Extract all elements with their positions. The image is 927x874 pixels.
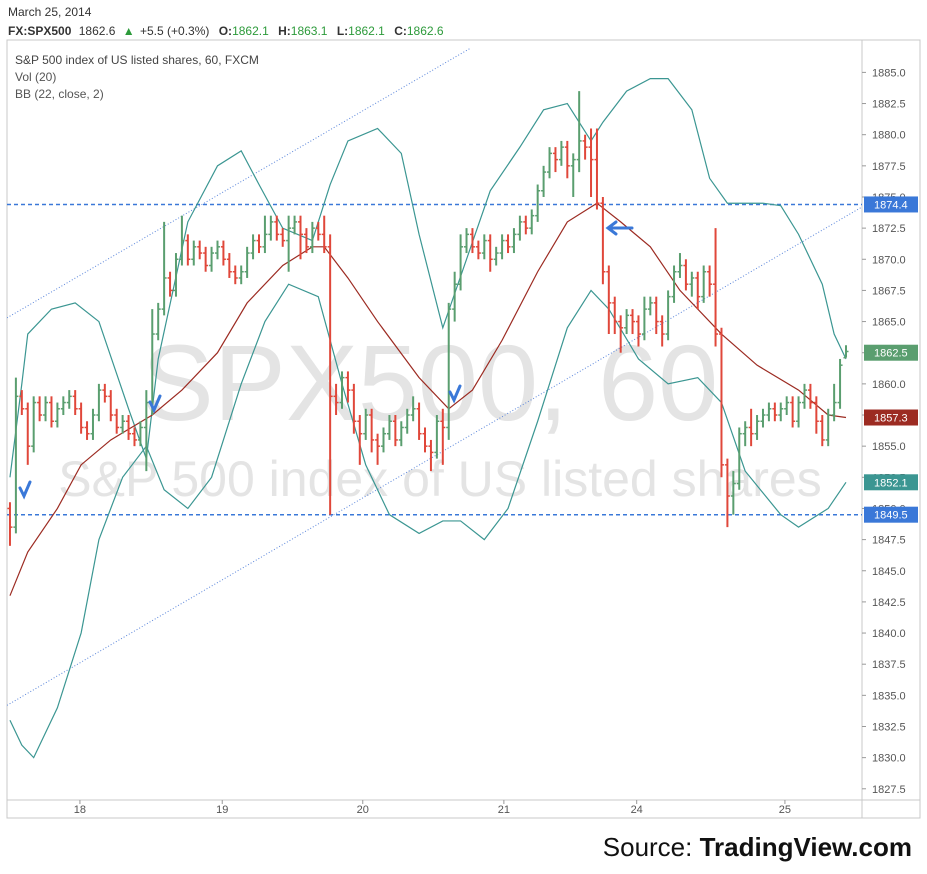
frame [6, 39, 921, 819]
series-title: S&P 500 index of US listed shares, 60, F… [15, 53, 259, 67]
last-close: 1862.6 [79, 24, 116, 38]
quote-line: FX:SPX500 1862.6 ▲ +5.5 (+0.3%) O:1862.1… [8, 24, 444, 38]
signal-icons [18, 220, 634, 500]
x-tick-label: 25 [779, 804, 791, 816]
band-line [9, 283, 847, 759]
price-label-bg [864, 196, 918, 213]
price-label: 1852.1 [874, 477, 908, 489]
y-tick-label: 1840.0 [872, 628, 906, 640]
change: +5.5 (+0.3%) [140, 24, 209, 38]
price-label: 1862.5 [874, 348, 908, 360]
x-tick-label: 24 [631, 804, 643, 816]
price-label: 1849.5 [874, 510, 908, 522]
y-tick-label: 1845.0 [872, 566, 906, 578]
y-tick-label: 1870.0 [872, 254, 906, 266]
low-label: L: [337, 24, 348, 38]
y-tick-label: 1832.5 [872, 721, 906, 733]
arrow-icon [605, 220, 634, 236]
x-tick-label: 20 [357, 804, 369, 816]
indicator: BB (22, close, 2) [15, 87, 104, 101]
y-tick-label: 1842.5 [872, 597, 906, 609]
source-label: Source: [603, 832, 700, 862]
check-icon [148, 394, 162, 414]
watermark-sub: S&P 500 index of US listed shares [58, 451, 821, 507]
y-tick-label: 1872.5 [872, 223, 906, 235]
trend-line [7, 48, 470, 319]
band-line [9, 202, 847, 596]
low-value: 1862.1 [348, 24, 385, 38]
price-label: 1874.4 [874, 199, 908, 211]
y-tick-label: 1882.5 [872, 99, 906, 111]
y-tick-label: 1835.0 [872, 690, 906, 702]
y-tick-label: 1880.0 [872, 130, 906, 142]
x-tick-label: 21 [498, 804, 510, 816]
check-icon [18, 480, 32, 500]
high-value: 1863.1 [291, 24, 328, 38]
symbol: FX:SPX500 [8, 24, 72, 38]
price-label-bg [864, 344, 918, 361]
x-tick-label: 18 [74, 804, 86, 816]
high-label: H: [278, 24, 291, 38]
price-label-bg [864, 506, 918, 523]
open-label: O: [219, 24, 232, 38]
check-icon [448, 384, 462, 404]
axis-area: 1827.5 1830.0 1832.5 1835.0 1837.5 1840.0 1842… [74, 67, 918, 816]
indicator: Vol (20) [15, 70, 56, 84]
price-label: 1857.3 [874, 413, 908, 425]
up-icon: ▲ [123, 24, 135, 38]
close-label: C: [394, 24, 407, 38]
y-tick-label: 1847.5 [872, 535, 906, 547]
y-tick-label: 1867.5 [872, 285, 906, 297]
y-tick-label: 1855.0 [872, 441, 906, 453]
plot-area [7, 48, 862, 759]
band-line [9, 78, 847, 478]
price-label-bg [864, 474, 918, 491]
y-tick-label: 1837.5 [872, 659, 906, 671]
y-tick-label: 1830.0 [872, 753, 906, 765]
date: March 25, 2014 [8, 5, 92, 19]
price-label-bg [864, 409, 918, 426]
y-tick-label: 1860.0 [872, 379, 906, 391]
y-tick-label: 1877.5 [872, 161, 906, 173]
y-tick-label: 1827.5 [872, 784, 906, 796]
open-value: 1862.1 [232, 24, 269, 38]
y-tick-label: 1885.0 [872, 67, 906, 79]
source: Source: TradingView.com [603, 832, 912, 862]
watermark: SPX500, 60 [142, 322, 718, 443]
y-tick-label: 1865.0 [872, 317, 906, 329]
x-tick-label: 19 [216, 804, 228, 816]
source-name: TradingView.com [700, 832, 912, 862]
close-value: 1862.6 [407, 24, 444, 38]
